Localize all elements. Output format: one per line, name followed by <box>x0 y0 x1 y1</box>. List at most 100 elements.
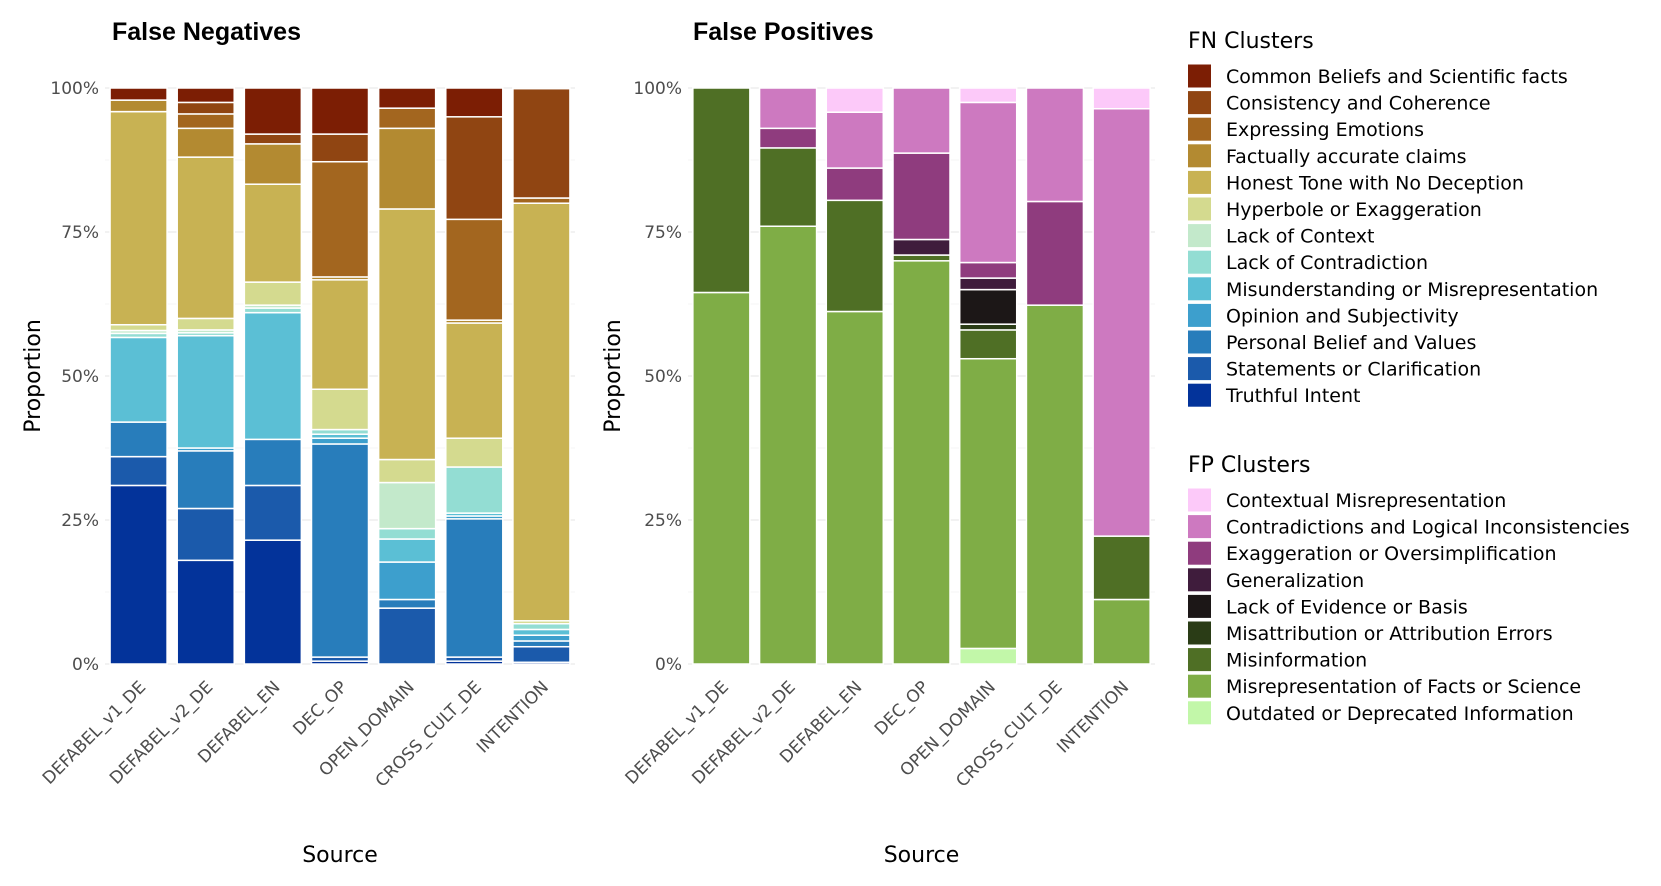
x-tick-label: INTENTION <box>473 677 553 757</box>
bar-segment-expressing-emotions <box>512 197 571 204</box>
bar-segment-hyperbole-or-exaggeration <box>445 437 504 468</box>
bar-segment-exaggeration-or-oversimplification <box>758 127 818 149</box>
legend-title: FN Clusters <box>1188 29 1314 54</box>
chart-title: False Positives <box>693 18 874 46</box>
bar-stack-dec-op <box>310 87 370 665</box>
false-negatives-panel: 0%25%50%75%100%DEFABEL_v1_DEDEFABEL_v2_D… <box>21 18 575 868</box>
bar-segment-misrepresentation-of-facts-or-science <box>958 357 1018 650</box>
bar-stack-defabel-en <box>243 87 303 665</box>
legend-item-label: Outdated or Deprecated Information <box>1226 703 1574 725</box>
bar-segment-outdated-or-deprecated-information <box>958 647 1018 665</box>
bar-segment-misinformation <box>692 87 751 294</box>
bar-segment-truthful-intent <box>176 559 235 665</box>
bar-segment-misunderstanding-or-misrepresentation <box>512 628 571 636</box>
bar-segment-contextual-misrepresentation <box>825 87 885 113</box>
bar-segment-lack-of-contradiction <box>512 622 571 631</box>
bar-stack-open-domain <box>958 87 1018 665</box>
legend-item-label: Exaggeration or Oversimplification <box>1226 543 1557 565</box>
bar-segment-statements-or-clarification <box>176 507 235 562</box>
bar-segment-expressing-emotions <box>176 113 235 130</box>
legend-swatch <box>1188 170 1211 194</box>
bar-segment-common-beliefs-and-scientific-facts <box>109 87 168 101</box>
legend-item-label: Personal Belief and Values <box>1226 332 1476 354</box>
bar-segment-truthful-intent <box>109 484 168 665</box>
legend-swatch <box>1188 515 1211 539</box>
legend-swatch <box>1188 383 1211 407</box>
bar-stack-defabel-en <box>825 87 885 665</box>
bar-segment-misattribution-or-attribution-errors <box>958 323 1018 331</box>
legend-swatch <box>1188 621 1211 645</box>
legend-swatch <box>1188 488 1211 512</box>
bar-segment-exaggeration-or-oversimplification <box>1025 200 1085 306</box>
y-tick-label: 75% <box>644 223 682 243</box>
bar-segment-misinformation <box>958 329 1018 360</box>
bar-segment-common-beliefs-and-scientific-facts <box>243 87 303 135</box>
legend-swatch <box>1188 674 1211 698</box>
legend-swatch <box>1188 303 1211 327</box>
bar-segment-contradictions-and-logical-inconsistencies <box>1092 107 1151 537</box>
bar-segment-lack-of-evidence-or-basis <box>958 288 1018 325</box>
bar-segment-contradictions-and-logical-inconsistencies <box>1025 87 1085 203</box>
bar-segment-statements-or-clarification <box>109 455 168 487</box>
bar-segment-honest-tone-with-no-deception <box>512 202 571 622</box>
bar-segment-contradictions-and-logical-inconsistencies <box>892 87 951 154</box>
bar-segment-personal-belief-and-values <box>176 450 235 510</box>
y-axis-label: Proportion <box>601 319 626 433</box>
bar-segment-generalization <box>892 238 951 256</box>
legend-item-label: Misattribution or Attribution Errors <box>1226 623 1553 645</box>
legend-swatch <box>1188 144 1211 168</box>
legend-item-label: Generalization <box>1226 570 1364 592</box>
legend-item-label: Common Beliefs and Scientific facts <box>1226 66 1568 88</box>
bar-segment-lack-of-context <box>377 481 437 530</box>
bar-stack-cross-cult-de <box>445 87 504 665</box>
bar-segment-misrepresentation-of-facts-or-science <box>892 260 951 665</box>
legend-swatch <box>1188 117 1211 141</box>
bar-segment-misunderstanding-or-misrepresentation <box>109 336 168 423</box>
bar-stack-cross-cult-de <box>1025 87 1085 665</box>
bar-segment-common-beliefs-and-scientific-facts <box>310 87 370 135</box>
legend-swatch <box>1188 568 1211 592</box>
legend-item-label: Lack of Context <box>1226 226 1375 248</box>
legend-item-label: Consistency and Coherence <box>1226 93 1491 115</box>
bar-segment-factually-accurate-claims <box>109 99 168 113</box>
fn-clusters-legend: FN Clusters Common Beliefs and Scientific… <box>1188 29 1598 407</box>
legend-swatch <box>1188 648 1211 672</box>
legend-swatch <box>1188 701 1211 725</box>
legend-swatch <box>1188 250 1211 274</box>
false-positives-panel: 0%25%50%75%100%DEFABEL_v1_DEDEFABEL_v2_D… <box>601 18 1155 868</box>
bar-segment-contradictions-and-logical-inconsistencies <box>958 101 1018 264</box>
bar-segment-statements-or-clarification <box>243 484 303 541</box>
bar-segment-personal-belief-and-values <box>243 438 303 487</box>
bar-segment-expressing-emotions <box>310 160 370 278</box>
legend-swatch <box>1188 277 1211 301</box>
legend-item-label: Contextual Misrepresentation <box>1226 490 1506 512</box>
bar-stack-dec-op <box>892 87 951 665</box>
bar-segment-statements-or-clarification <box>377 607 437 665</box>
bar-segment-lack-of-contradiction <box>377 527 437 540</box>
legend-item-label: Statements or Clarification <box>1226 359 1481 381</box>
x-axis-label: Source <box>884 843 960 868</box>
x-axis-label: Source <box>302 843 378 868</box>
legend-item-label: Expressing Emotions <box>1226 119 1424 141</box>
bar-segment-generalization <box>958 277 1018 291</box>
bar-segment-misrepresentation-of-facts-or-science <box>1092 598 1151 665</box>
legend-swatch <box>1188 594 1211 618</box>
bar-segment-misinformation <box>758 147 818 227</box>
bar-segment-honest-tone-with-no-deception <box>310 279 370 390</box>
bar-segment-lack-of-contradiction <box>445 466 504 514</box>
bar-segment-misunderstanding-or-misrepresentation <box>377 538 437 563</box>
legend-swatch <box>1188 224 1211 248</box>
bar-segment-truthful-intent <box>243 539 303 665</box>
bar-segment-honest-tone-with-no-deception <box>109 110 168 326</box>
bar-segment-misrepresentation-of-facts-or-science <box>825 310 885 665</box>
bar-stack-defabel-v1-de <box>692 87 751 665</box>
bar-segment-misinformation <box>1092 535 1151 601</box>
bar-stack-defabel-v2-de <box>758 87 818 665</box>
bar-segment-factually-accurate-claims <box>243 143 303 185</box>
legend-item-label: Opinion and Subjectivity <box>1226 305 1459 327</box>
legend-item-label: Truthful Intent <box>1225 385 1360 407</box>
bar-segment-contextual-misrepresentation <box>1092 87 1151 110</box>
bar-stack-intention <box>1092 87 1151 665</box>
bar-stack-defabel-v2-de <box>176 87 235 665</box>
